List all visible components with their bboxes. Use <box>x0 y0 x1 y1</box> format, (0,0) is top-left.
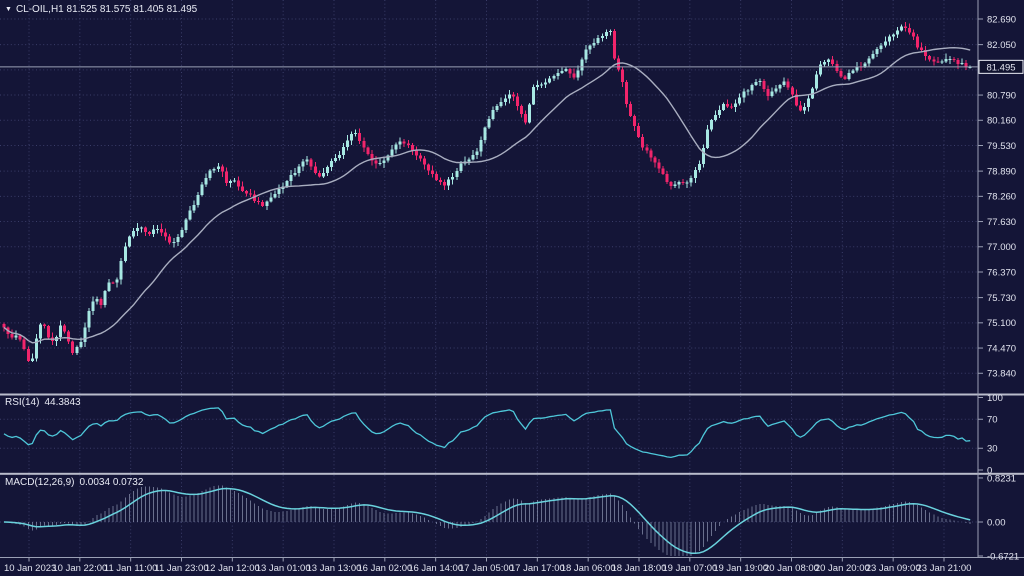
time-axis-label: 11 Jan 11:00 <box>104 563 158 574</box>
price-axis-label: 80.160 <box>987 116 1016 127</box>
rsi-value: 44.3843 <box>44 397 81 408</box>
macd-title: MACD(12,26,9) <box>5 477 75 488</box>
time-axis-label: 10 Jan 22:00 <box>52 563 107 574</box>
panel-separators <box>0 393 1024 558</box>
price-axis-label: 0.00 <box>987 517 1006 528</box>
price-axis-label: -0.6721 <box>987 551 1019 562</box>
macd-indicator-label: MACD(12,26,9) 0.0034 0.0732 <box>5 477 143 489</box>
grid-lines <box>0 0 978 557</box>
price-axis-label: 76.370 <box>987 267 1016 278</box>
rsi-indicator-label: RSI(14) 44.3843 <box>5 397 81 409</box>
price-axis-label: 75.100 <box>987 318 1016 329</box>
time-axis-label: 13 Jan 13:00 <box>307 563 362 574</box>
price-axis-label: 73.840 <box>987 369 1016 380</box>
time-axis-label: 11 Jan 23:00 <box>154 563 208 574</box>
time-axis-label: 13 Jan 01:00 <box>256 563 311 574</box>
symbol-ohlc-readout: CL-OIL,H1 81.525 81.575 81.405 81.495 <box>15 4 198 15</box>
price-axis-label: 77.630 <box>987 217 1016 228</box>
price-axis-label: 30 <box>987 444 998 455</box>
price-axis-label: 80.790 <box>987 90 1016 101</box>
price-axis-label: 74.470 <box>987 343 1016 354</box>
macd-signal-line <box>3 487 971 555</box>
macd-panel <box>3 485 971 556</box>
time-axis-label: 18 Jan 18:00 <box>612 563 667 574</box>
rsi-title: RSI(14) <box>5 397 40 408</box>
current-price-tag: 81.495 <box>978 59 1024 74</box>
current-price-tag-value: 81.495 <box>986 62 1015 73</box>
price-axis-label: 78.260 <box>987 192 1016 203</box>
moving-average-line <box>3 46 971 344</box>
price-axis-label: 0.8231 <box>987 473 1016 484</box>
price-axis-label: 79.530 <box>987 141 1016 152</box>
time-axis-label: 12 Jan 12:00 <box>205 563 260 574</box>
candles <box>2 22 972 363</box>
time-axis-label: 20 Jan 08:00 <box>764 563 819 574</box>
time-axis-label: 16 Jan 14:00 <box>408 563 463 574</box>
price-axis-label: 100 <box>987 393 1003 404</box>
time-axis-label: 10 Jan 2023 <box>4 563 56 574</box>
price-axis-label: 70 <box>987 415 998 426</box>
price-axis-label: 0 <box>987 465 992 476</box>
time-axis-label: 17 Jan 05:00 <box>459 563 514 574</box>
rsi-line <box>3 407 971 459</box>
price-axis[interactable]: 82.69082.05081.42080.79080.16079.53078.8… <box>977 0 1019 562</box>
time-axis-label: 19 Jan 19:00 <box>713 563 768 574</box>
time-axis-label: 18 Jan 06:00 <box>561 563 616 574</box>
time-axis-label: 23 Jan 21:00 <box>917 563 972 574</box>
time-axis-label: 17 Jan 17:00 <box>510 563 565 574</box>
price-axis-label: 77.000 <box>987 242 1016 253</box>
rsi-panel <box>3 407 971 459</box>
price-axis-label: 78.890 <box>987 166 1016 177</box>
symbol-dropdown-icon[interactable]: ▼ <box>5 6 12 13</box>
price-axis-label: 82.050 <box>987 40 1016 51</box>
time-axis-label: 23 Jan 09:00 <box>866 563 921 574</box>
macd-values: 0.0034 0.0732 <box>79 477 144 488</box>
price-axis-label: 75.730 <box>987 293 1016 304</box>
time-axis-label: 20 Jan 20:00 <box>815 563 870 574</box>
price-axis-label: 82.690 <box>987 14 1016 25</box>
time-axis-label: 19 Jan 07:00 <box>662 563 717 574</box>
symbol-info: ▼ CL-OIL,H1 81.525 81.575 81.405 81.495 <box>5 4 197 16</box>
time-axis-label: 16 Jan 02:00 <box>357 563 412 574</box>
